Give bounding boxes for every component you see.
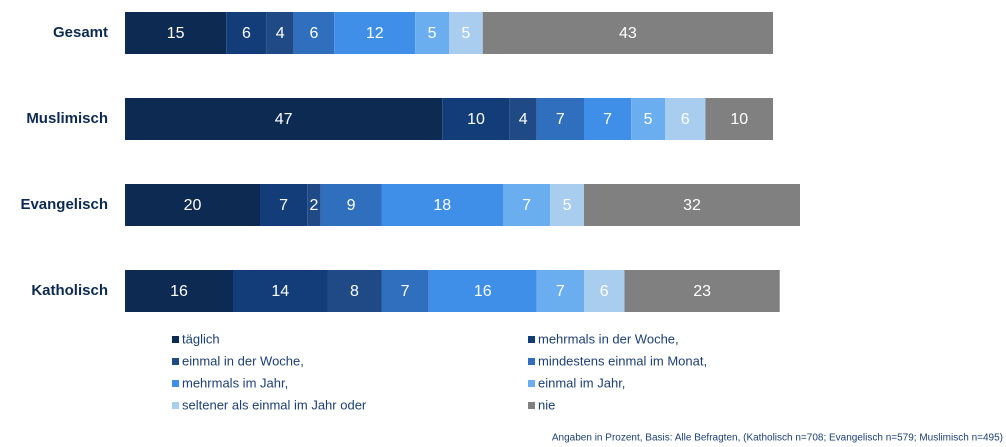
bar-segment <box>503 184 551 226</box>
value-label: 5 <box>644 111 653 128</box>
legend-swatch <box>528 336 535 343</box>
bar-segment <box>125 184 260 226</box>
value-label: 5 <box>461 25 470 42</box>
legend-label: mindestens einmal im Monat, <box>538 353 707 368</box>
bar-segment <box>125 98 443 140</box>
value-label: 43 <box>619 25 637 42</box>
bar-segment <box>381 184 503 226</box>
bar-segment <box>428 270 537 312</box>
bar-segment <box>584 98 632 140</box>
bar-segment <box>125 12 227 54</box>
value-label: 6 <box>242 25 251 42</box>
bar-segment <box>334 12 416 54</box>
bar-segment <box>482 12 773 54</box>
bar-segment <box>125 270 233 312</box>
value-label: 6 <box>310 25 319 42</box>
legend-swatch <box>172 402 179 409</box>
value-label: 2 <box>310 197 319 214</box>
bar-segment <box>624 270 780 312</box>
value-label: 10 <box>730 111 748 128</box>
value-label: 8 <box>350 283 359 300</box>
bar-segment <box>233 270 328 312</box>
legend-label: einmal in der Woche, <box>182 353 304 368</box>
value-label: 5 <box>563 197 572 214</box>
value-label: 32 <box>683 197 701 214</box>
value-label: 7 <box>522 197 531 214</box>
legend-swatch <box>528 402 535 409</box>
legend-label: täglich <box>182 331 220 346</box>
value-label: 7 <box>401 283 410 300</box>
value-label: 23 <box>693 283 711 300</box>
bar-segment <box>381 270 429 312</box>
legend-label: mehrmals im Jahr, <box>182 375 288 390</box>
value-label: 47 <box>275 111 293 128</box>
legend-swatch <box>528 380 535 387</box>
bar-segment <box>509 98 537 140</box>
legend-label: mehrmals in der Woche, <box>538 331 679 346</box>
legend-label: seltener als einmal im Jahr oder <box>182 397 367 412</box>
value-label: 16 <box>170 283 188 300</box>
legend-swatch <box>172 380 179 387</box>
value-label: 7 <box>279 197 288 214</box>
value-label: 16 <box>474 283 492 300</box>
bar-segment <box>293 12 335 54</box>
legend-swatch <box>172 336 179 343</box>
bar-segment <box>307 184 321 226</box>
value-label: 14 <box>271 283 289 300</box>
value-label: 6 <box>600 283 609 300</box>
footnote: Angaben in Prozent, Basis: Alle Befragte… <box>552 433 1003 444</box>
bar-segment <box>226 12 267 54</box>
value-label: 7 <box>556 283 565 300</box>
legend-swatch <box>528 358 535 365</box>
bar-segment <box>442 98 510 140</box>
value-label: 4 <box>519 111 528 128</box>
value-label: 12 <box>366 25 384 42</box>
bar-segment <box>415 12 449 54</box>
legend-label: einmal im Jahr, <box>538 375 625 390</box>
value-label: 18 <box>433 197 451 214</box>
bar-segment <box>584 184 800 226</box>
legend-label: nie <box>538 397 555 412</box>
value-label: 5 <box>428 25 437 42</box>
bar-segment <box>665 98 706 140</box>
legend-swatch <box>172 358 179 365</box>
category-label: Katholisch <box>31 282 108 299</box>
bar-segment <box>536 98 584 140</box>
value-label: 9 <box>347 197 356 214</box>
value-label: 6 <box>681 111 690 128</box>
bar-segment <box>449 12 483 54</box>
category-label: Muslimisch <box>26 110 108 127</box>
bar-segment <box>260 184 308 226</box>
bar-segment <box>536 270 584 312</box>
value-label: 15 <box>167 25 185 42</box>
category-label: Gesamt <box>53 24 108 41</box>
bar-segment <box>266 12 294 54</box>
value-label: 7 <box>603 111 612 128</box>
bar-segment <box>584 270 625 312</box>
bar-segment <box>550 184 584 226</box>
category-label: Evangelisch <box>20 196 108 213</box>
bar-segment <box>631 98 665 140</box>
bar-segment <box>327 270 382 312</box>
value-label: 20 <box>184 197 202 214</box>
bar-segment <box>320 184 382 226</box>
value-label: 4 <box>276 25 285 42</box>
value-label: 10 <box>467 111 485 128</box>
bar-segment <box>705 98 773 140</box>
value-label: 7 <box>556 111 565 128</box>
